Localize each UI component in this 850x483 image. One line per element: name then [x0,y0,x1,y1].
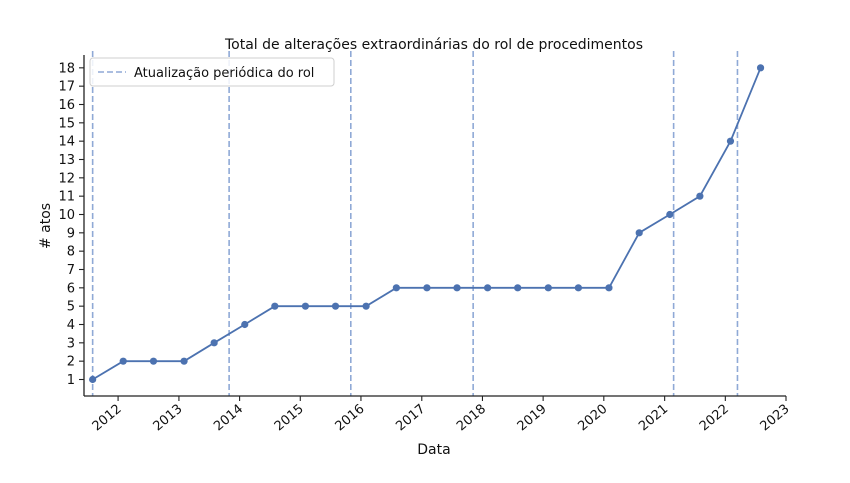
y-tick-label: 6 [67,281,75,296]
data-point [635,229,643,237]
data-point [362,302,370,310]
x-axis-label: Data [417,442,450,458]
data-point [423,284,431,292]
series-line [92,67,762,381]
data-point [89,375,97,384]
y-tick-label: 2 [67,355,75,370]
y-tick-label: 4 [67,318,75,333]
data-point [726,137,735,145]
y-tick-label: 15 [58,116,75,131]
data-point [605,284,613,292]
data-point [149,357,158,365]
y-tick-label: 8 [67,245,75,260]
data-point [392,284,400,292]
y-tick-label: 3 [67,336,75,351]
data-point [210,339,218,347]
vertical-lines-group [91,51,739,396]
x-tick-label: 2015 [272,402,307,435]
y-tick-label: 13 [58,153,75,168]
data-point [484,284,492,292]
x-tick-label: 2014 [211,402,246,435]
y-tick-label: 5 [67,300,75,315]
y-tick-label: 11 [58,190,75,205]
x-tick-label: 2023 [758,402,793,435]
legend-label: Atualização periódica do rol [134,66,314,81]
y-tick-label: 16 [58,98,75,113]
data-point [180,357,188,365]
data-point [514,284,522,292]
y-tick-label: 12 [58,171,75,186]
data-point [696,192,704,200]
x-tick-label: 2016 [333,402,368,435]
data-point [756,64,765,72]
x-tick-label: 2017 [393,402,428,435]
y-tick-label: 9 [67,226,75,241]
x-tick-label: 2019 [515,402,550,435]
y-tick-label: 7 [67,263,75,278]
data-point [241,320,249,329]
data-point [331,302,340,310]
y-tick-label: 14 [58,135,75,150]
x-tick-label: 2022 [697,402,732,435]
x-tick-label: 2012 [90,402,125,435]
data-point [544,284,552,292]
chart-title: Total de alterações extraordinárias do r… [224,37,643,53]
y-tick-label: 17 [58,80,75,95]
x-tick-label: 2013 [150,402,185,435]
y-tick-label: 18 [58,61,75,76]
x-tick-label: 2020 [575,402,610,435]
y-axis-label: # atos [38,203,54,249]
x-tick-label: 2021 [636,402,671,435]
y-tick-label: 10 [58,208,75,223]
data-point [301,302,310,310]
series-group [89,64,765,384]
axes-group [83,55,786,397]
data-point [119,357,127,365]
x-tick-label: 2018 [454,402,489,435]
legend-box [89,57,335,87]
y-tick-label: 1 [67,373,75,388]
data-point [666,210,674,219]
data-point [453,284,461,292]
data-point [271,302,279,310]
data-point [574,284,582,292]
x-ticks-group: 2012 2013 2014 2015 2016 2017 2018 2019 2020 2021… [90,396,793,434]
legend: Atualização periódica do rol [89,57,335,87]
